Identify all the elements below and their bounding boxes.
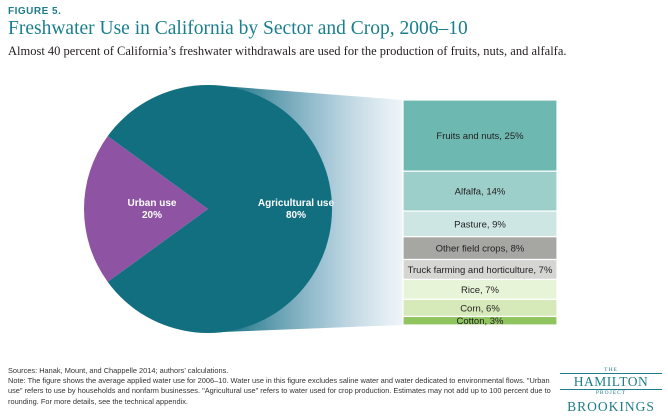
pie-slice-agricultural-use — [107, 85, 333, 334]
bar-segment-alfalfa — [402, 170, 558, 212]
pie-value-agricultural-use: 80% — [286, 210, 306, 221]
pie-value-urban-use: 20% — [142, 210, 162, 221]
logo-the: THE — [604, 367, 618, 373]
bar-label-alfalfa: Alfalfa, 14% — [455, 187, 506, 198]
chart-title: Freshwater Use in California by Sector a… — [8, 18, 468, 39]
hamilton-brookings-logo: THE HAMILTON PROJECT BROOKINGS — [560, 367, 662, 415]
pie-label-urban-use: Urban use — [128, 198, 177, 209]
stacked-bar: Fruits and nuts, 25% Alfalfa, 14% Pasture,… — [402, 99, 558, 327]
bar-label-pasture: Pasture, 9% — [454, 219, 506, 230]
bar-label-truck-farming-and-horticulture: Truck farming and horticulture, 7% — [408, 265, 553, 276]
pie-slice-urban-use — [83, 136, 208, 282]
bar-segment-pasture — [402, 210, 558, 238]
sources-text: Sources: Hanak, Mount, and Chappelle 201… — [8, 366, 229, 375]
bar-label-rice: Rice, 7% — [461, 285, 500, 296]
logo-brookings: BROOKINGS — [567, 399, 655, 414]
bar-segment-cotton — [402, 315, 558, 326]
pie-label-agricultural-use: Agricultural use — [258, 198, 335, 209]
note-text: Note: The figure shows the average appli… — [8, 376, 551, 406]
bar-label-other-field-crops: Other field crops, 8% — [436, 244, 525, 255]
figure-label: FIGURE 5. — [8, 6, 62, 17]
bar-label-fruits-and-nuts: Fruits and nuts, 25% — [436, 131, 524, 142]
chart-subtitle: Almost 40 percent of California’s freshw… — [8, 44, 567, 58]
logo-hamilton: HAMILTON — [560, 373, 662, 390]
bar-label-cotton: Cotton, 3% — [457, 316, 505, 327]
bar-label-corn: Corn, 6% — [460, 303, 500, 314]
notes-block: Sources: Hanak, Mount, and Chappelle 201… — [8, 366, 553, 407]
logo-project: PROJECT — [595, 390, 627, 396]
